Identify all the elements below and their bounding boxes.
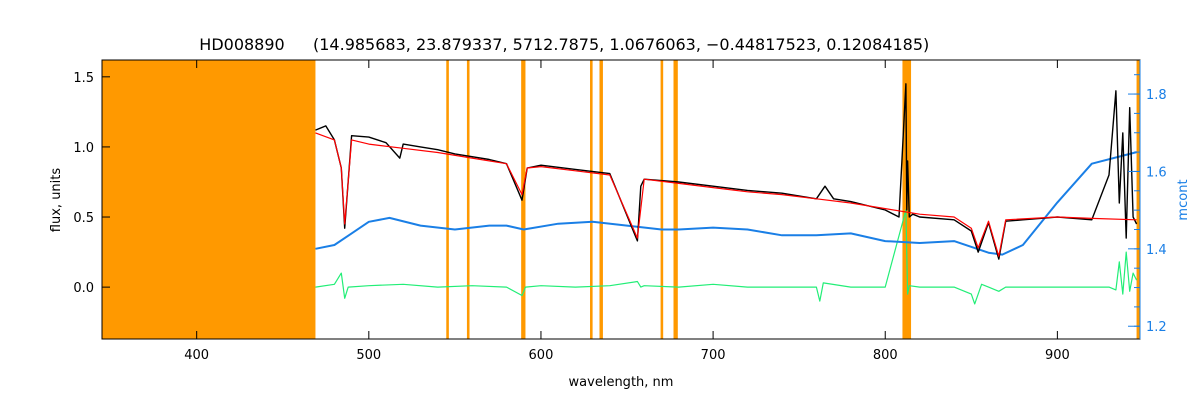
masked-region-5 bbox=[599, 60, 603, 339]
y-ticks-right: 1.2 1.4 1.6 1.8 bbox=[1128, 74, 1167, 335]
x-tick-label-500: 500 bbox=[356, 348, 381, 363]
series-residuals bbox=[315, 209, 1138, 305]
y-right-tick-label-1.2: 1.2 bbox=[1146, 320, 1167, 335]
x-tick-label-400: 400 bbox=[184, 348, 209, 363]
y-right-tick-label-1.4: 1.4 bbox=[1146, 243, 1167, 258]
x-axis-label: wavelength, nm bbox=[569, 375, 674, 390]
x-tick-label-800: 800 bbox=[873, 348, 898, 363]
y-axis-label: flux, units bbox=[49, 168, 64, 233]
x-tick-label-900: 900 bbox=[1045, 348, 1070, 363]
masked-region-3 bbox=[521, 60, 526, 339]
masked-region-4 bbox=[590, 60, 593, 339]
masked-region-2 bbox=[466, 60, 470, 339]
y-tick-label-1: 1.0 bbox=[73, 141, 94, 156]
masked-region-9 bbox=[1136, 60, 1140, 339]
y-ticks: 0.0 0.5 1.0 1.5 bbox=[73, 71, 110, 296]
series-model bbox=[315, 132, 1137, 257]
y-tick-label-0.5: 0.5 bbox=[73, 211, 94, 226]
x-tick-label-600: 600 bbox=[529, 348, 554, 363]
y-right-tick-label-1.6: 1.6 bbox=[1146, 165, 1167, 180]
chart-title-star: HD008890 bbox=[199, 35, 284, 54]
series-line-model bbox=[315, 132, 1137, 257]
series-line-residuals bbox=[315, 209, 1138, 305]
series-observed bbox=[315, 83, 1138, 260]
y-axis-label-right: mcont bbox=[1176, 179, 1191, 220]
masked-region-7 bbox=[673, 60, 678, 339]
series-line-mcont bbox=[315, 151, 1137, 256]
y-tick-label-0: 0.0 bbox=[73, 281, 94, 296]
y-tick-label-1.5: 1.5 bbox=[73, 71, 94, 86]
y-right-tick-label-1.8: 1.8 bbox=[1146, 88, 1167, 103]
x-tick-label-700: 700 bbox=[701, 348, 726, 363]
masked-region-1 bbox=[446, 60, 449, 339]
series-line-observed bbox=[315, 83, 1138, 260]
x-ticks: 400 500 600 700 800 900 bbox=[184, 60, 1070, 363]
masked-region-0 bbox=[102, 60, 316, 339]
masked-region-6 bbox=[660, 60, 664, 339]
series-mcont bbox=[315, 151, 1137, 256]
chart-title-params: (14.985683, 23.879337, 5712.7875, 1.0676… bbox=[313, 35, 929, 54]
